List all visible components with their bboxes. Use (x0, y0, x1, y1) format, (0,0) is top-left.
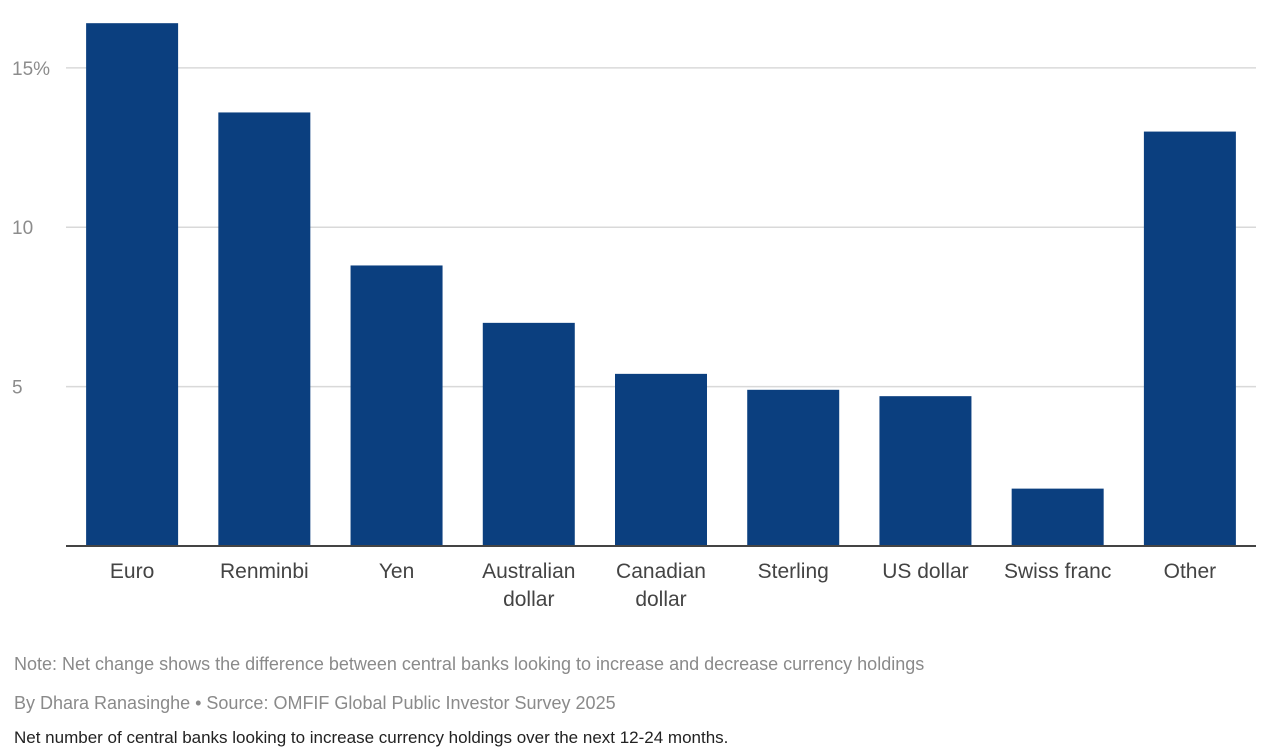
x-tick-label: Australian dollar (482, 560, 575, 611)
bars (86, 23, 1236, 547)
bar (482, 322, 575, 546)
bar (747, 389, 840, 546)
bar (1011, 488, 1104, 546)
y-axis-ticks: 5 10 15% (12, 59, 50, 399)
bar-chart: 5 10 15% Euro Renminbi Yen Australian dollar Ca… (12, 23, 1256, 611)
x-tick-label: Other (1164, 560, 1217, 583)
bar (218, 112, 311, 546)
chart-byline-source: By Dhara Ranasinghe • Source: OMFIF Glob… (14, 693, 616, 713)
x-tick-label: Canadian dollar (616, 560, 706, 611)
x-tick-label: US dollar (882, 560, 968, 583)
x-tick-label: Swiss franc (1004, 560, 1111, 583)
x-tick-label: Yen (379, 560, 414, 583)
y-tick-label: 5 (12, 378, 23, 399)
x-tick-label: Sterling (758, 560, 829, 583)
x-tick-label: Euro (110, 560, 154, 583)
chart-subtitle: Net number of central banks looking to i… (14, 728, 729, 747)
bar (350, 265, 443, 546)
bar (879, 396, 972, 546)
y-tick-label: 15% (12, 59, 50, 80)
bar (86, 23, 179, 547)
y-tick-label: 10 (12, 218, 33, 239)
bar (615, 373, 707, 546)
x-axis-ticks: Euro Renminbi Yen Australian dollar Canadian d… (110, 560, 1216, 611)
chart-note: Note: Net change shows the difference be… (14, 654, 925, 674)
bar (1143, 131, 1236, 547)
x-tick-label: Renminbi (220, 560, 309, 583)
